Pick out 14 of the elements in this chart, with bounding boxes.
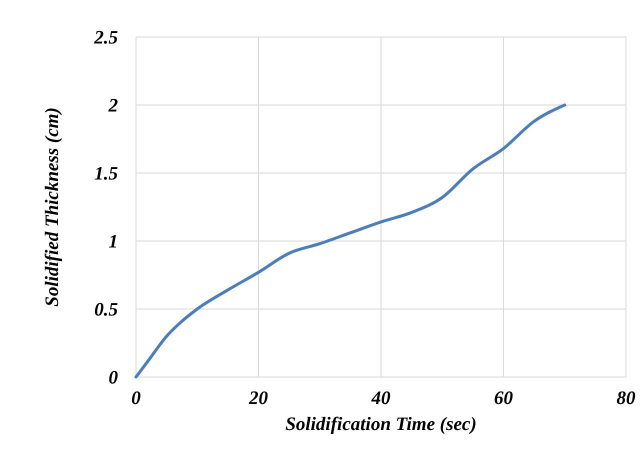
y-tick-label: 2 <box>108 96 118 117</box>
y-tick-label: 0.5 <box>94 300 118 321</box>
y-tick-label: 1 <box>108 232 118 253</box>
x-tick-label: 60 <box>494 388 514 409</box>
line-series <box>134 104 566 378</box>
y-tick-label: 0 <box>108 368 118 389</box>
y-tick-label: 1.5 <box>94 164 118 185</box>
x-tick-label: 80 <box>616 388 636 409</box>
x-axis-title: Solidification Time (sec) <box>285 414 477 435</box>
x-tick-label: 20 <box>248 388 268 409</box>
y-tick-label: 2.5 <box>93 28 118 49</box>
x-tick-label: 40 <box>370 388 391 409</box>
y-axis-title: Solidified Thickness (cm) <box>42 107 63 307</box>
x-tick-label: 0 <box>131 388 142 409</box>
